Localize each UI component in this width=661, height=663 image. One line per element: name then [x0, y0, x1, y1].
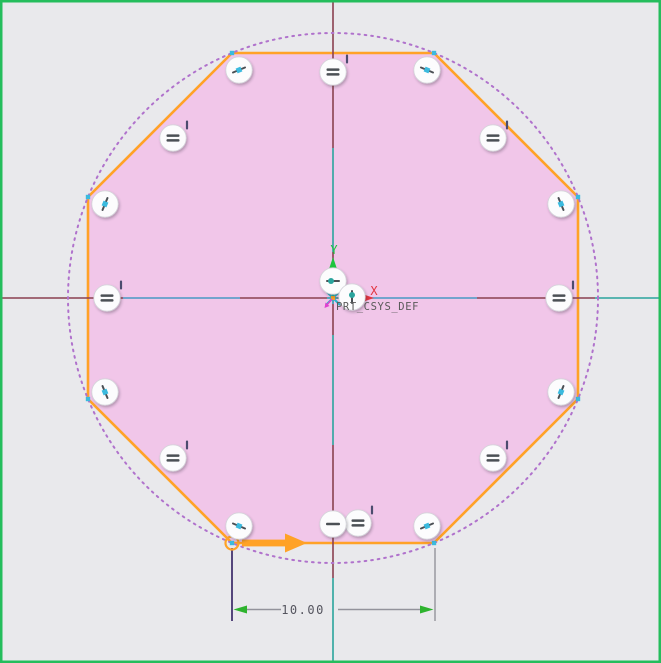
equal-glyph-bar: [486, 454, 500, 457]
vertex-point[interactable]: [85, 396, 91, 402]
equal-length-constraint-symbol[interactable]: [159, 124, 187, 152]
coincident-constraint-symbol[interactable]: [413, 512, 441, 540]
polygon-vertex-dots: [85, 50, 581, 546]
constraint-symbols: [91, 56, 575, 540]
axis-y-label: Y: [330, 243, 338, 257]
equal-length-constraint-symbol[interactable]: [344, 509, 372, 537]
dimension-annotation: [231, 548, 436, 621]
dimension-arrow-left: [233, 605, 247, 614]
midpoint-constraint-symbol[interactable]: [319, 267, 347, 295]
start-direction-arrowhead[interactable]: [285, 533, 307, 553]
equal-length-constraint-symbol[interactable]: [319, 58, 347, 86]
equal-glyph-bar: [166, 139, 180, 142]
equal-length-constraint-symbol[interactable]: [479, 124, 507, 152]
coincident-constraint-symbol[interactable]: [547, 378, 575, 406]
coincident-constraint-symbol[interactable]: [91, 190, 119, 218]
equal-glyph-bar: [552, 299, 566, 302]
vertex-point[interactable]: [431, 50, 437, 56]
dimension-arrow-right: [420, 605, 434, 614]
equal-glyph-bar: [166, 454, 180, 457]
equal-length-constraint-symbol[interactable]: [159, 444, 187, 472]
coincident-glyph: [557, 384, 565, 400]
equal-glyph-bar: [486, 459, 500, 462]
constraint-symbol-badge: [159, 124, 187, 152]
equal-glyph-bar: [486, 134, 500, 137]
midpoint-glyph-dot: [328, 278, 334, 284]
axis-x-label: X: [370, 284, 378, 298]
coincident-glyph: [231, 66, 247, 74]
equal-glyph-bar: [486, 139, 500, 142]
equal-constraint-index-tick: [571, 280, 575, 290]
vertex-point[interactable]: [575, 194, 581, 200]
construction-circle[interactable]: [67, 32, 599, 564]
vertex-point[interactable]: [575, 396, 581, 402]
coincident-glyph-dot: [101, 200, 109, 208]
constraint-symbol-badge: [479, 444, 507, 472]
coincident-glyph: [419, 66, 435, 74]
coincident-glyph: [231, 522, 247, 530]
equal-length-constraint-symbol[interactable]: [479, 444, 507, 472]
horizontal-glyph-bar: [326, 522, 340, 526]
equal-constraint-index-tick: [345, 54, 349, 64]
coincident-glyph-dot: [423, 66, 431, 74]
constraint-symbol-badge: [93, 284, 121, 312]
constraint-symbol-badge: [479, 124, 507, 152]
constraint-index-ticks: [119, 54, 575, 515]
equal-constraint-index-tick: [505, 120, 509, 130]
equal-constraint-index-tick: [370, 505, 374, 515]
coincident-glyph-dot: [235, 66, 243, 74]
dimension-value[interactable]: 10.00: [281, 603, 325, 617]
equal-glyph-bar: [100, 294, 114, 297]
equal-length-constraint-symbol[interactable]: [93, 284, 121, 312]
constraint-symbol-badge: [159, 444, 187, 472]
equal-glyph-bar: [166, 459, 180, 462]
midpoint-constraint-symbol[interactable]: [338, 283, 366, 311]
equal-constraint-index-tick: [119, 280, 123, 290]
constraint-symbol-badge: [344, 509, 372, 537]
coincident-glyph-dot: [557, 388, 565, 396]
equal-constraint-index-tick: [505, 440, 509, 450]
constraint-symbol-badge: [545, 284, 573, 312]
midpoint-glyph-dot: [349, 292, 355, 298]
vertex-point[interactable]: [229, 540, 235, 546]
equal-constraint-index-tick: [185, 440, 189, 450]
equal-length-constraint-symbol[interactable]: [545, 284, 573, 312]
axis-y-arrowhead: [329, 257, 337, 269]
axis-x-arrowhead: [363, 294, 374, 302]
csys-origin-dot: [331, 296, 335, 300]
equal-glyph-bar: [552, 294, 566, 297]
coincident-glyph-dot: [557, 200, 565, 208]
equal-glyph-bar: [100, 299, 114, 302]
coincident-glyph: [101, 384, 109, 400]
equal-glyph-bar: [351, 519, 365, 522]
coincident-constraint-symbol[interactable]: [91, 378, 119, 406]
equal-glyph-bar: [326, 68, 340, 71]
coincident-glyph: [557, 196, 565, 212]
coincident-glyph-dot: [423, 522, 431, 530]
equal-constraint-index-tick: [185, 120, 189, 130]
coincident-constraint-symbol[interactable]: [225, 56, 253, 84]
equal-glyph-bar: [326, 73, 340, 76]
coincident-constraint-symbol[interactable]: [547, 190, 575, 218]
start-direction-arrow-stem[interactable]: [242, 539, 285, 547]
coincident-constraint-symbol[interactable]: [413, 56, 441, 84]
coincident-glyph-dot: [235, 522, 243, 530]
constraint-symbol-badge: [319, 58, 347, 86]
coincident-glyph: [419, 522, 435, 530]
csys-name-label[interactable]: PRT_CSYS_DEF: [336, 301, 419, 313]
horizontal-constraint-symbol[interactable]: [319, 510, 347, 538]
vertex-point[interactable]: [431, 540, 437, 546]
equal-glyph-bar: [166, 134, 180, 137]
coincident-glyph: [101, 196, 109, 212]
coincident-constraint-symbol[interactable]: [225, 512, 253, 540]
coincident-glyph-dot: [101, 388, 109, 396]
vertex-point[interactable]: [229, 50, 235, 56]
equal-glyph-bar: [351, 524, 365, 527]
magenta-point-marker-head: [324, 302, 330, 308]
vertex-point[interactable]: [85, 194, 91, 200]
